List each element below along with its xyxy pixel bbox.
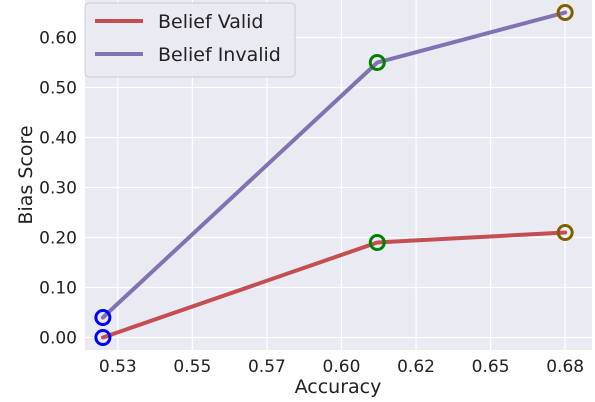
series-line [100,10,568,320]
point-markers [94,4,574,346]
x-tick-label: 0.68 [546,357,584,377]
data-point-marker [556,224,574,241]
y-tick-label: 0.50 [39,79,77,99]
legend: Belief Valid Belief Invalid [84,2,296,78]
x-tick-label: 0.53 [99,357,137,377]
y-tick-label: 0.00 [39,329,77,349]
data-point-marker [94,329,112,346]
series-line [100,230,568,340]
x-tick-label: 0.62 [397,357,435,377]
x-tick-labels: 0.53 0.55 0.57 0.60 0.62 0.65 0.68 [99,357,584,377]
series-lines [100,10,568,340]
x-tick-label: 0.57 [248,357,286,377]
y-tick-label: 0.60 [39,29,77,49]
y-tick-labels: 0.00 0.10 0.20 0.30 0.40 0.50 0.60 [39,29,77,349]
data-point-marker [368,54,386,71]
legend-label: Belief Valid [158,11,263,33]
data-point-marker [368,234,386,251]
y-tick-label: 0.40 [39,129,77,149]
x-tick-label: 0.60 [323,357,361,377]
y-tick-label: 0.10 [39,279,77,299]
data-point-marker [556,4,574,21]
legend-label: Belief Invalid [158,44,281,66]
x-tick-label: 0.65 [472,357,510,377]
data-point-marker [94,309,112,326]
x-tick-label: 0.55 [173,357,211,377]
y-tick-label: 0.20 [39,229,77,249]
y-axis-label: Bias Score [15,125,37,224]
y-tick-label: 0.30 [39,179,77,199]
x-axis-label: Accuracy [295,376,382,398]
